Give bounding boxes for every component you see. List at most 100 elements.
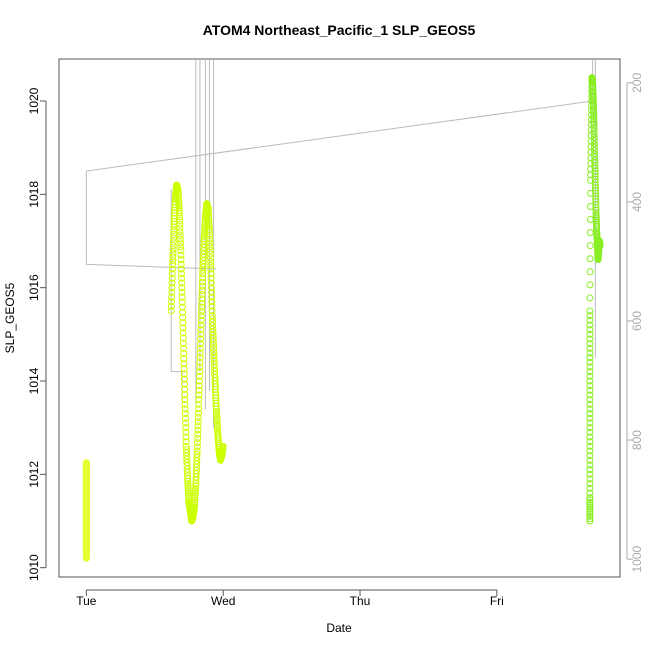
data-point (191, 494, 199, 502)
data-point (170, 230, 178, 238)
data-point (191, 487, 199, 495)
data-point (174, 193, 182, 201)
data-point (210, 344, 218, 352)
data-point (590, 133, 598, 141)
data-point (184, 487, 192, 495)
data-point (193, 447, 201, 455)
data-point (184, 489, 192, 497)
data-point (176, 216, 184, 224)
data-point (193, 463, 201, 471)
data-point (199, 266, 207, 274)
data-point (586, 268, 594, 276)
data-point (209, 341, 217, 349)
data-point (168, 293, 176, 301)
data-point (185, 491, 193, 499)
data-point (213, 419, 221, 427)
data-point (586, 419, 594, 427)
data-point (586, 501, 594, 509)
data-point (182, 446, 190, 454)
data-point (596, 242, 604, 250)
data-point (199, 260, 207, 268)
data-point (193, 439, 201, 447)
data-point (590, 113, 598, 121)
data-point (195, 391, 203, 399)
data-point (182, 433, 190, 441)
data-point (206, 250, 214, 258)
data-point (167, 302, 175, 310)
data-point (586, 330, 594, 338)
right-tick-label: 1000 (630, 545, 644, 572)
data-point (179, 319, 187, 327)
right-axis: 200 400 600 800 1000 (626, 72, 644, 572)
data-point (586, 377, 594, 385)
data-point (586, 386, 594, 394)
y-axis-label: SLP_GEOS5 (3, 282, 17, 353)
data-point (199, 253, 207, 261)
data-point (199, 263, 207, 271)
data-point (169, 242, 177, 250)
data-point (589, 102, 597, 110)
x-axis-label: Date (326, 621, 352, 635)
data-point (182, 442, 190, 450)
data-point (179, 324, 187, 332)
aux-trace (86, 263, 217, 270)
data-point (179, 308, 187, 316)
data-point (180, 380, 188, 388)
data-point (590, 109, 598, 117)
data-point (590, 120, 598, 128)
data-point (169, 249, 177, 257)
data-point (205, 211, 213, 219)
data-point (213, 424, 221, 432)
data-point (181, 405, 189, 413)
data-point (586, 428, 594, 436)
data-point (182, 419, 190, 427)
data-point (195, 405, 203, 413)
x-tick-label: Tue (76, 594, 97, 608)
data-point (586, 242, 594, 250)
data-point (192, 476, 200, 484)
data-point (212, 402, 220, 410)
data-point (196, 354, 204, 362)
data-point (586, 414, 594, 422)
data-point (586, 438, 594, 446)
data-point (181, 391, 189, 399)
data-point (590, 104, 598, 112)
right-tick-label: 600 (630, 311, 644, 331)
data-point (204, 209, 212, 217)
data-point (178, 288, 186, 296)
data-point (191, 498, 199, 506)
data-point (183, 465, 191, 473)
data-point (168, 270, 176, 278)
data-point (194, 418, 202, 426)
data-point (195, 386, 203, 394)
data-point (177, 265, 185, 273)
data-point (197, 326, 205, 334)
data-point (177, 243, 185, 251)
data-point (210, 364, 218, 372)
data-point (586, 400, 594, 408)
data-point (195, 400, 203, 408)
data-point (181, 385, 189, 393)
data-point (194, 413, 202, 421)
data-point (195, 382, 203, 390)
y-tick-label: 1010 (27, 554, 41, 581)
data-point (179, 334, 187, 342)
data-point (586, 498, 594, 506)
data-point (208, 312, 216, 320)
data-point (197, 335, 205, 343)
data-point (192, 484, 200, 492)
data-point (196, 349, 204, 357)
data-point (586, 508, 594, 516)
y-tick-label: 1020 (27, 87, 41, 114)
data-point (207, 261, 215, 269)
data-point (175, 204, 183, 212)
data-point (167, 307, 175, 315)
data-point (169, 238, 177, 246)
data-point (170, 234, 178, 242)
data-point (191, 501, 199, 509)
data-point (204, 207, 212, 215)
data-point (586, 372, 594, 380)
data-point (586, 335, 594, 343)
data-point (212, 407, 220, 415)
data-point (210, 348, 218, 356)
